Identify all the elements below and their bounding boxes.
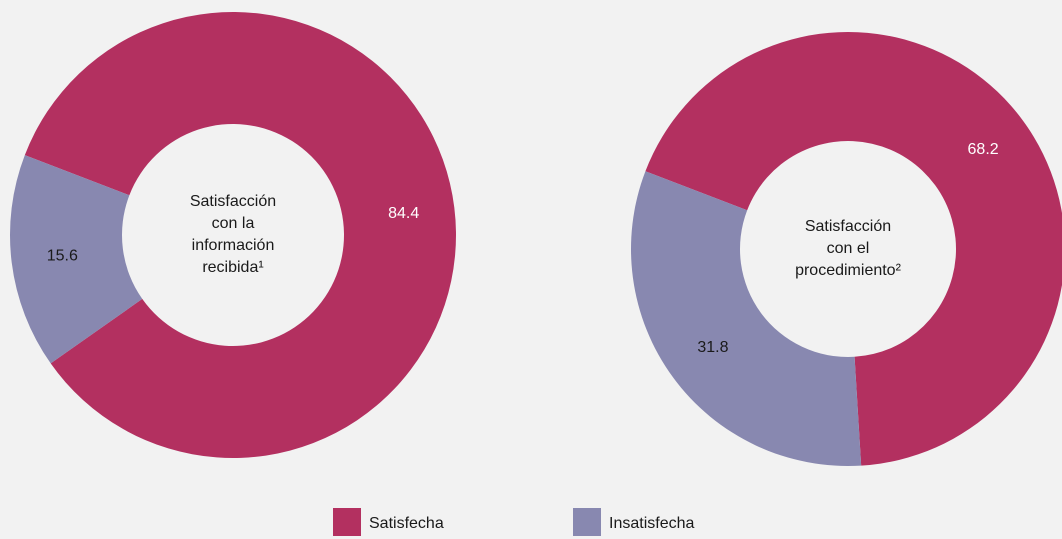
donut-slice [9, 155, 143, 364]
value-label: 31.8 [697, 339, 728, 356]
legend-swatch [573, 508, 601, 536]
legend-label: Insatisfecha [609, 515, 694, 532]
value-label: 84.4 [388, 205, 419, 222]
center-label: Satisfacción [805, 218, 891, 235]
center-label: con el [827, 240, 870, 257]
donut-slice [631, 171, 862, 466]
value-label: 68.2 [968, 141, 999, 158]
center-label: procedimiento² [795, 262, 902, 279]
legend-label: Satisfecha [369, 515, 444, 532]
center-label: recibida¹ [202, 259, 263, 276]
donut-slice [24, 12, 457, 459]
value-label: 15.6 [47, 247, 78, 264]
center-label: información [192, 237, 275, 254]
center-label: Satisfacción [190, 193, 276, 210]
center-label: con la [212, 215, 255, 232]
donut-slice [645, 32, 1062, 466]
legend-swatch [333, 508, 361, 536]
